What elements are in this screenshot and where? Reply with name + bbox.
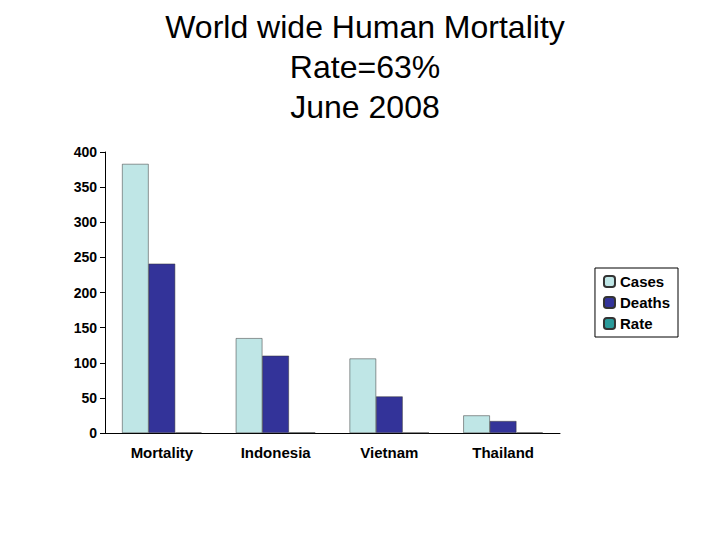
svg-text:Mortality: Mortality (131, 444, 194, 461)
svg-text:400: 400 (74, 144, 98, 160)
svg-text:Deaths: Deaths (620, 294, 670, 311)
svg-text:0: 0 (89, 425, 97, 441)
svg-text:100: 100 (74, 355, 98, 371)
svg-text:150: 150 (74, 320, 98, 336)
svg-text:200: 200 (74, 285, 98, 301)
svg-text:Rate=63%: Rate=63% (290, 49, 440, 85)
svg-text:Thailand: Thailand (472, 444, 534, 461)
svg-text:350: 350 (74, 179, 98, 195)
svg-text:June 2008: June 2008 (290, 89, 439, 125)
svg-text:300: 300 (74, 214, 98, 230)
svg-text:Vietnam: Vietnam (360, 444, 418, 461)
svg-text:Cases: Cases (620, 273, 664, 290)
svg-text:World wide Human Mortality: World wide Human Mortality (165, 9, 565, 45)
svg-text:Rate: Rate (620, 315, 653, 332)
svg-text:Indonesia: Indonesia (241, 444, 312, 461)
svg-text:250: 250 (74, 249, 98, 265)
svg-text:50: 50 (81, 390, 97, 406)
